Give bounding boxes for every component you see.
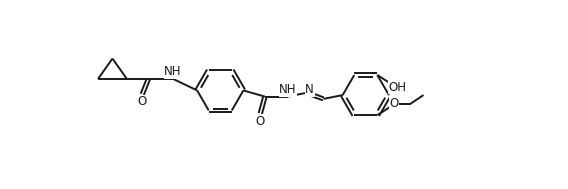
Text: O: O [390, 97, 399, 110]
Text: N: N [305, 83, 314, 96]
Text: OH: OH [389, 81, 406, 94]
Text: NH: NH [279, 83, 296, 96]
Text: NH: NH [164, 65, 182, 78]
Text: O: O [256, 115, 265, 128]
Text: O: O [137, 95, 147, 108]
